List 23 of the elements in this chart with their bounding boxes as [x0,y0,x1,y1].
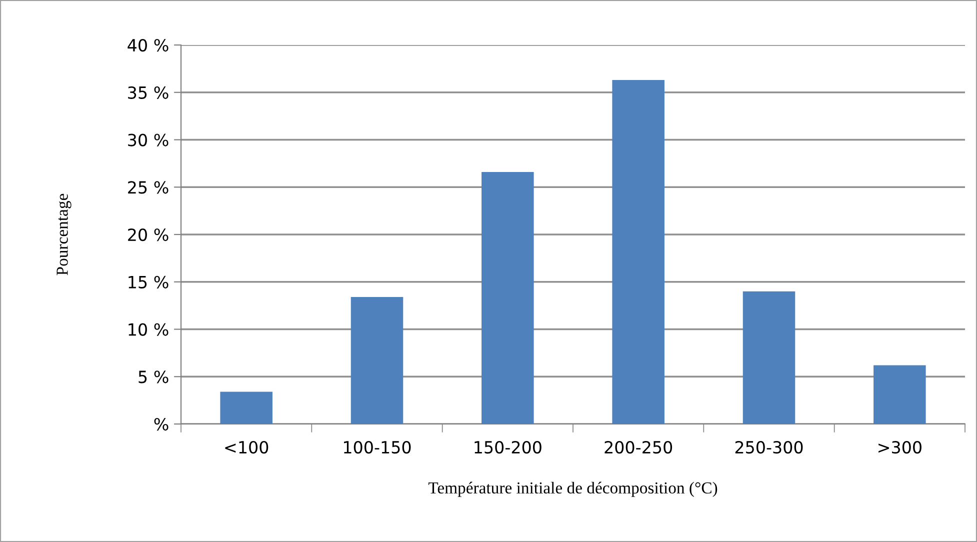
x-tick-label: <100 [225,440,268,454]
y-tick-label: 15 % [128,276,168,288]
x-tick-label: 100-150 [344,440,411,454]
y-tick-label: 5 % [138,370,168,384]
bar [350,297,404,424]
x-tick-label: 200-250 [604,440,672,454]
x-tick-label: 150-200 [474,440,542,454]
y-tick-label: % [154,418,168,431]
x-tick-label: 250-300 [735,440,803,454]
y-tick-label: 10 % [128,323,168,336]
bar [220,392,272,424]
y-tick-label: 30 % [128,134,168,146]
y-tick-label: 20 % [128,228,168,242]
bar [874,365,926,424]
bar [482,172,534,424]
y-tick-label: 40 % [128,38,168,52]
y-tick-label: 35 % [128,86,168,99]
x-tick-label: >300 [878,440,922,454]
y-tick-label: 25 % [128,181,168,194]
y-axis-title: Pourcentage [56,194,72,276]
bar [612,80,664,424]
x-axis-title: Température initiale de décomposition (°C) [428,482,718,497]
bar [742,291,796,424]
